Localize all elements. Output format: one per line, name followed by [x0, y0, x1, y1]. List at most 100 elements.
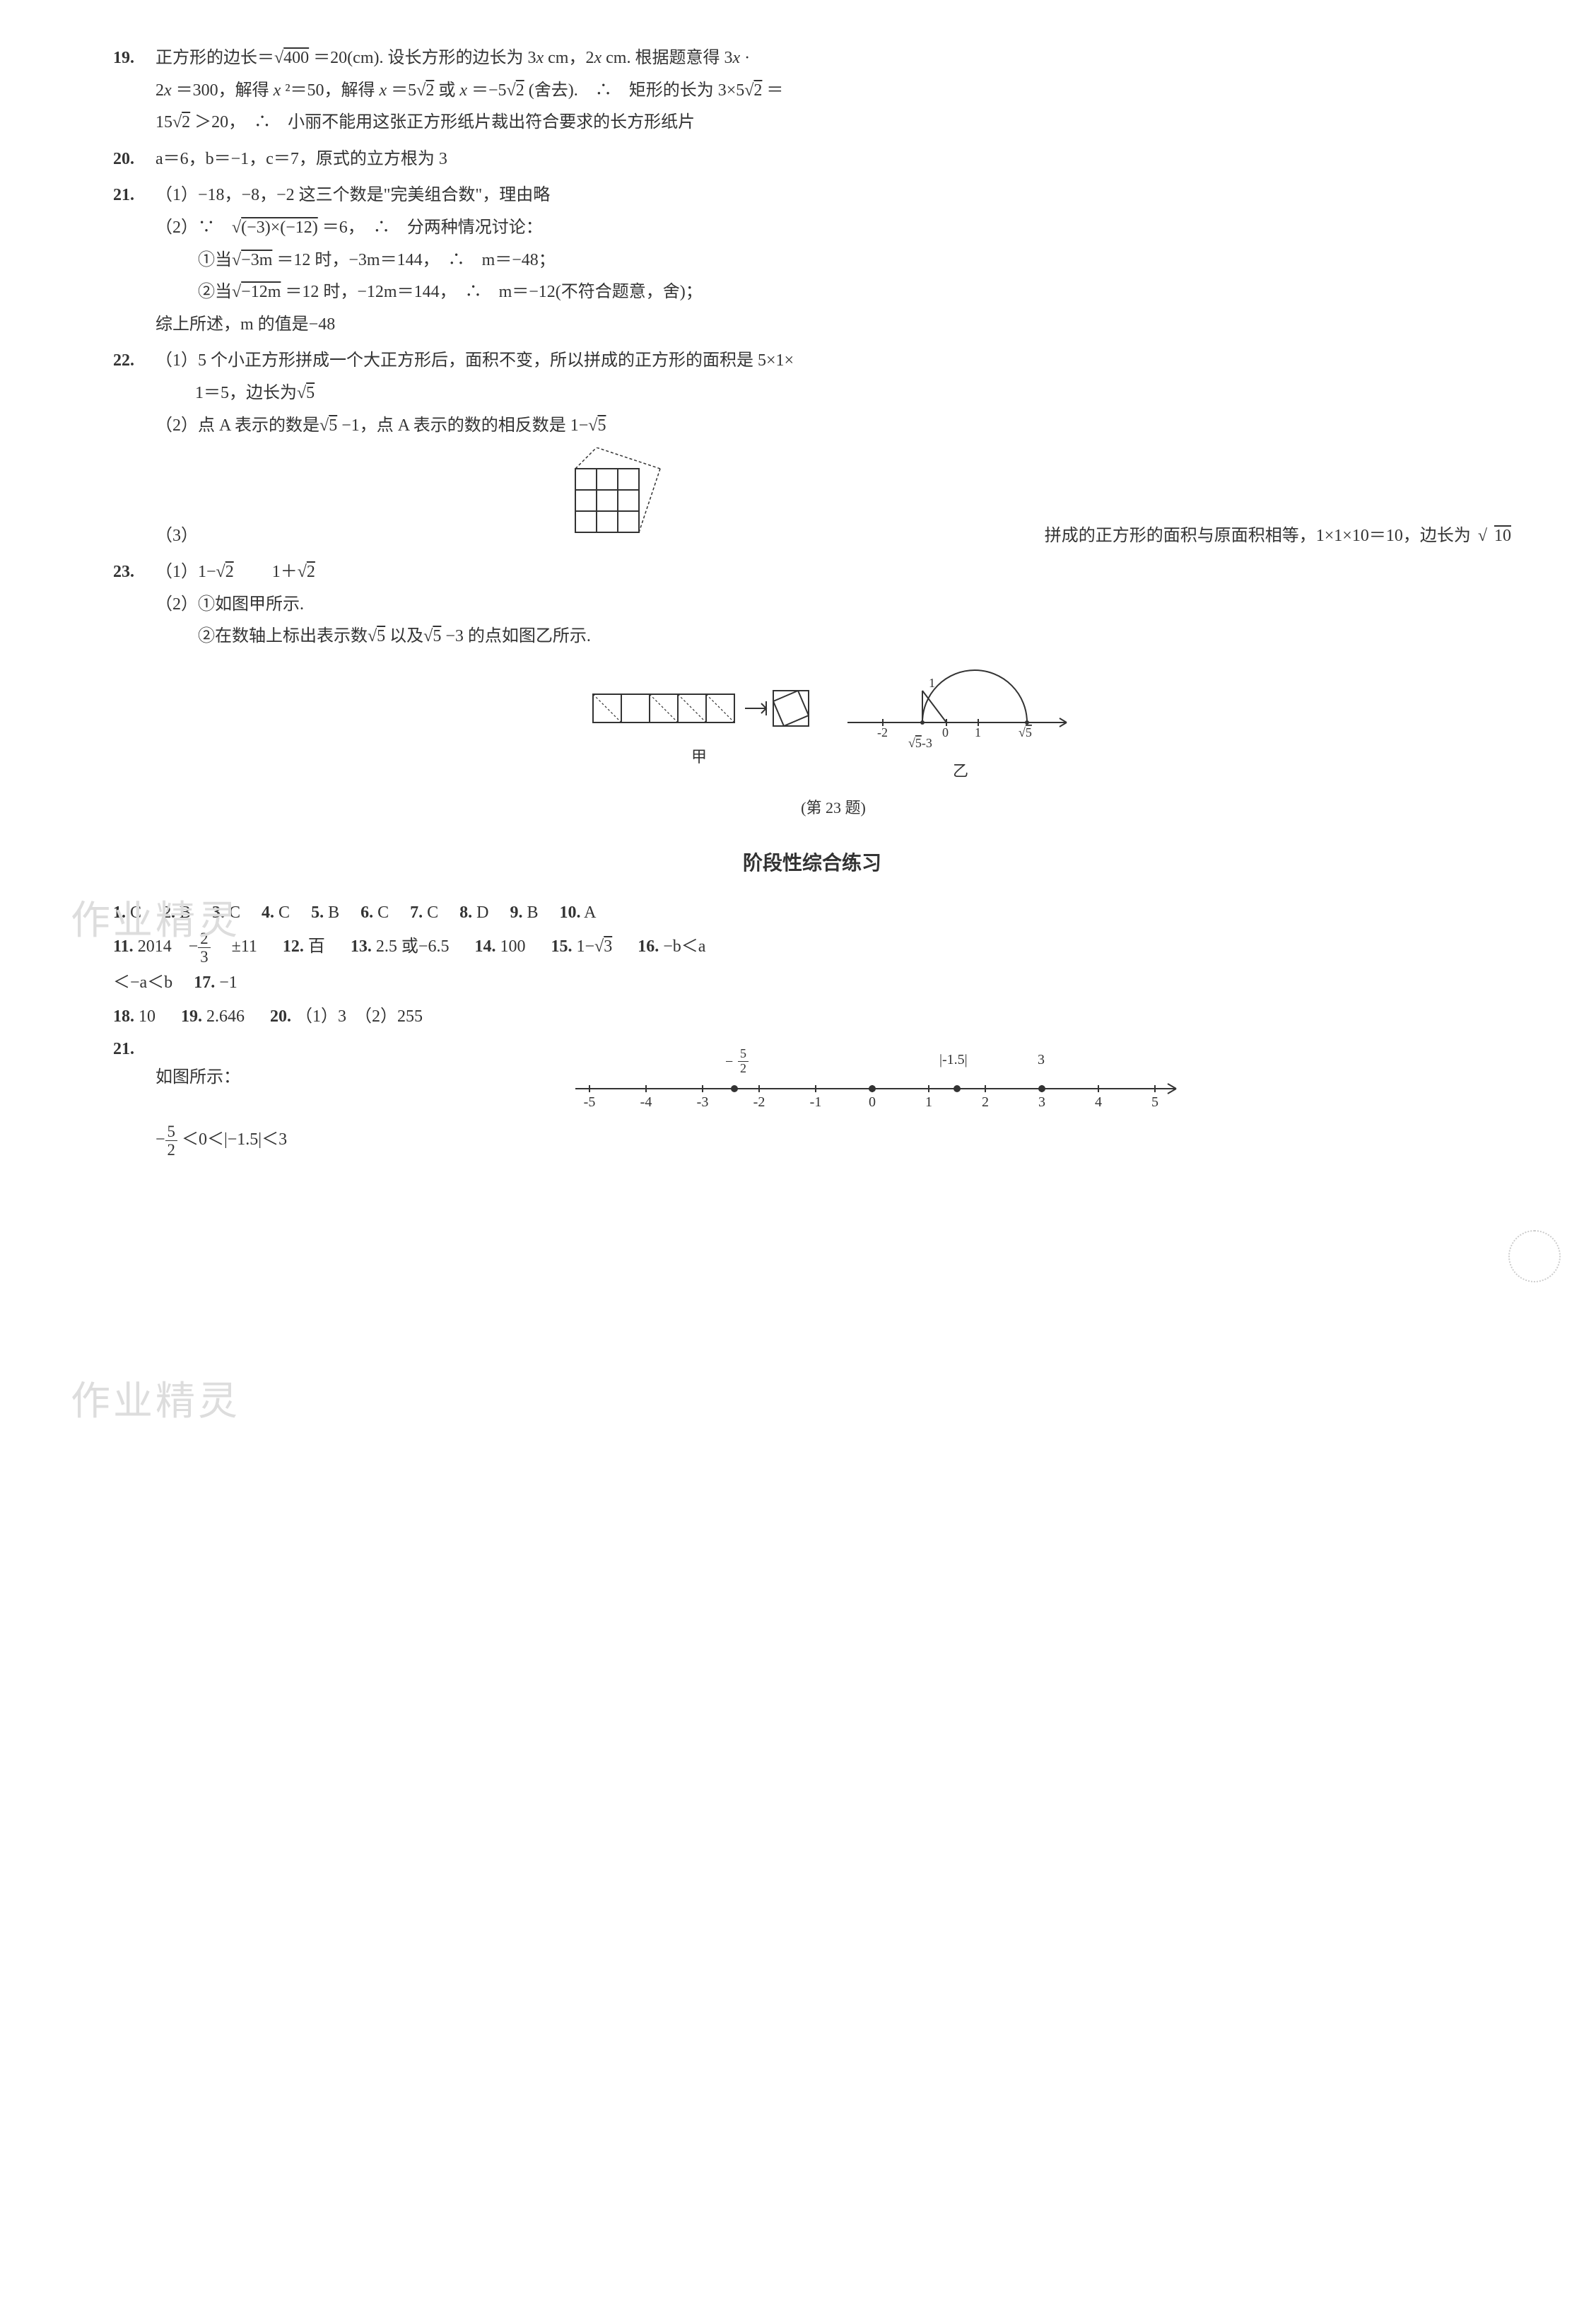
question-21: 21. （1）−18，−8，−2 这三个数是"完美组合数"，理由略 （2）∵ √… — [113, 180, 1511, 341]
q23-p3a: ②在数轴上标出表示数 — [198, 627, 368, 645]
section-title: 阶段性综合练习 — [113, 844, 1511, 882]
q21-c2a: ②当 — [198, 283, 232, 301]
f15r3: 3 — [604, 937, 612, 956]
yi-top1: 1 — [929, 676, 935, 690]
q19-r2c: 2 — [753, 81, 762, 100]
q19-l1d: cm. 根据题意得 3 — [606, 49, 732, 67]
f13n: 13. — [351, 937, 372, 956]
mc-item: 10. A — [559, 903, 596, 922]
f17n: 17. — [194, 973, 215, 992]
svg-text:0: 0 — [942, 725, 949, 739]
svg-text:√5: √5 — [1019, 725, 1032, 739]
q19-l2e: 或 — [438, 81, 459, 100]
q22-p2b: −1，点 A 表示的数的相反数是 1− — [341, 416, 588, 435]
q23-fig-yi: 1 -2 0 1 √5 √5-3 乙 — [840, 660, 1081, 786]
q21-p2: （2）∵ √(−3)×(−12) ＝6， ∴ 分两种情况讨论： — [156, 212, 1511, 245]
svg-text:-5: -5 — [584, 1094, 596, 1110]
q23-r5a: 5 — [377, 627, 385, 645]
q19-l2b: ＝300，解得 — [176, 81, 274, 100]
f11a: 2014 − — [138, 937, 199, 956]
q19-l2d: ＝5 — [391, 81, 416, 100]
q19-l2h: ＝ — [766, 81, 783, 100]
mc-answers: 1. C2. B3. C4. C5. B6. C7. C8. D9. B10. … — [113, 896, 1511, 930]
mc-item: 2. B — [163, 903, 191, 922]
f19n: 19. — [181, 1007, 202, 1026]
q19-l2f: ＝−5 — [471, 81, 507, 100]
q21-p2b: ＝6， ∴ 分两种情况讨论： — [322, 218, 543, 237]
svg-text:1: 1 — [975, 725, 981, 739]
q22-p2: （2）点 A 表示的数是√5 −1，点 A 表示的数的相反数是 1−√5 — [156, 410, 1511, 443]
q23-p1: （1）1−√2 1＋√2 — [156, 556, 1511, 589]
qnum-21b: 21. — [113, 1034, 156, 1159]
qnum-20: 20. — [113, 144, 156, 176]
svg-text:-2: -2 — [877, 725, 888, 739]
q22-p1b: 1＝5，边长为 — [156, 384, 297, 402]
q23-p3c: −3 的点如图乙所示. — [445, 627, 591, 645]
q21b-numberline: -5-4-3-2-1012345 − 52 |-1.5| 3 — [561, 1039, 1197, 1117]
q22-p2r5b: 5 — [597, 416, 606, 435]
q23-p3b: 以及 — [389, 627, 423, 645]
svg-text:2: 2 — [982, 1094, 989, 1110]
q21-c1b: ＝12 时，−3m＝144， ∴ m＝−48； — [276, 251, 555, 269]
q22-p3: （3） 拼成的正方形的面积与原面积相等，1×1×10＝10，边长为√10 — [156, 442, 1511, 552]
question-21b: 21. 如图所示： -5-4-3-2-1012345 − 52 — [113, 1034, 1511, 1159]
mc-item: 8. D — [459, 903, 488, 922]
svg-text:√5-3: √5-3 — [908, 736, 932, 750]
q22-p3b: 拼成的正方形的面积与原面积相等，1×1×10＝10，边长为 — [1045, 520, 1471, 553]
q21b-fa: − — [156, 1130, 165, 1149]
q21b-ffd: 2 — [165, 1141, 177, 1159]
mc-item: 4. C — [262, 903, 290, 922]
q21b-fb: ＜0＜|−1.5|＜3 — [182, 1130, 287, 1149]
f14n: 14. — [474, 937, 495, 956]
q22-p1r5: 5 — [306, 384, 315, 402]
q21b-label: 如图所示： — [156, 1062, 240, 1094]
q21b-final: −52 ＜0＜|−1.5|＜3 — [156, 1123, 1511, 1159]
mc-item: 6. C — [360, 903, 389, 922]
q21-c3: 综上所述，m 的值是−48 — [156, 309, 1511, 341]
f20n: 20. — [270, 1007, 291, 1026]
question-20: 20. a＝6，b＝−1，c＝7，原式的立方根为 3 — [113, 144, 1511, 176]
f17: −1 — [219, 973, 237, 992]
q21-c1: ①当√−3m ＝12 时，−3m＝144， ∴ m＝−48； — [156, 245, 1511, 277]
f11fd: 3 — [198, 948, 210, 966]
q23-p3: ②在数轴上标出表示数√5 以及√5 −3 的点如图乙所示. — [156, 621, 1511, 653]
svg-text:-4: -4 — [640, 1094, 652, 1110]
q19-root400: 400 — [283, 49, 309, 67]
f20: （1）3 （2）255 — [295, 1007, 423, 1026]
f12: 百 — [308, 937, 325, 956]
page-ornament — [1508, 1230, 1561, 1282]
q23-yi-label: 乙 — [840, 756, 1081, 786]
q23-p1b: 1＋ — [238, 563, 298, 581]
svg-text:5: 5 — [1151, 1094, 1158, 1110]
q22-p3a: （3） — [156, 520, 198, 553]
qbody-21: （1）−18，−8，−2 这三个数是"完美组合数"，理由略 （2）∵ √(−3)… — [156, 180, 1511, 341]
qbody-21b: 如图所示： -5-4-3-2-1012345 − 52 |-1.5| 3 — [156, 1034, 1511, 1159]
q21-c1root: −3m — [241, 251, 272, 269]
q21-c2: ②当√−12m ＝12 时，−12m＝144， ∴ m＝−12(不符合题意，舍)… — [156, 276, 1511, 309]
q21-p1: （1）−18，−8，−2 这三个数是"完美组合数"，理由略 — [156, 180, 1511, 212]
q19-r2b: 2 — [516, 81, 524, 100]
q22-p3r10: 10 — [1494, 520, 1511, 553]
question-23: 23. （1）1−√2 1＋√2 （2）①如图甲所示. ②在数轴上标出表示数√5… — [113, 556, 1511, 822]
question-19: 19. 正方形的边长＝√400 ＝20(cm). 设长方形的边长为 3x cm，… — [113, 42, 1511, 139]
mc-item: 7. C — [410, 903, 438, 922]
q23-r2b: 2 — [307, 563, 315, 581]
q19-l2c: ²＝50，解得 — [285, 81, 379, 100]
q23-r5b: 5 — [433, 627, 441, 645]
question-22: 22. （1）5 个小正方形拼成一个大正方形后，面积不变，所以拼成的正方形的面积… — [113, 345, 1511, 552]
q21-c1a: ①当 — [198, 251, 232, 269]
q22-p1a: （1）5 个小正方形拼成一个大正方形后，面积不变，所以拼成的正方形的面积是 5×… — [156, 351, 794, 370]
q23-r2a: 2 — [225, 563, 234, 581]
q23-fig-jia: 甲 — [586, 674, 812, 772]
q23-figures: 甲 1 -2 0 1 — [156, 660, 1511, 786]
mc-item: 1. C — [113, 903, 141, 922]
q19-l3a: 15 — [156, 113, 172, 131]
f11fn: 2 — [198, 930, 210, 948]
q19-l3b: ＞20， ∴ 小丽不能用这张正方形纸片裁出符合要求的长方形纸片 — [194, 113, 695, 131]
q19-l1e: · — [744, 49, 750, 67]
f16a: −b＜a — [663, 937, 705, 956]
mc-item: 9. B — [510, 903, 538, 922]
q22-p1: （1）5 个小正方形拼成一个大正方形后，面积不变，所以拼成的正方形的面积是 5×… — [156, 345, 1511, 409]
q19-l1a: 正方形的边长＝ — [156, 49, 274, 67]
q22-grid-diagram — [561, 447, 681, 546]
